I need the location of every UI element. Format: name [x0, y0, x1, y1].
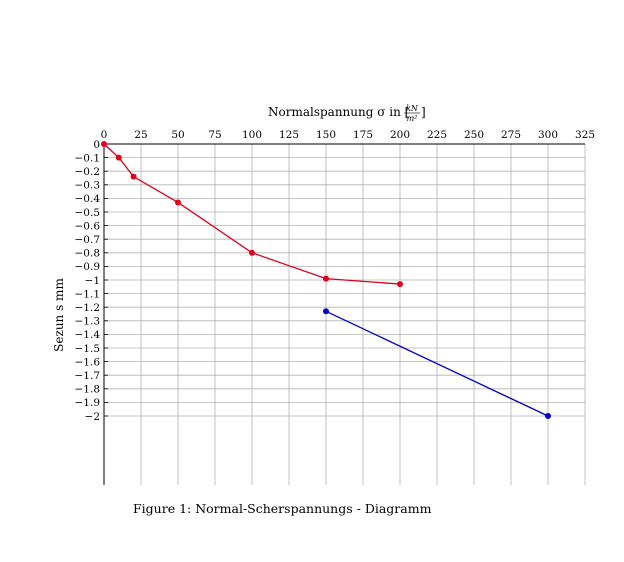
x-tick-label: 25	[134, 129, 147, 141]
x-unit-numerator: kN	[406, 104, 419, 113]
axes	[103, 143, 585, 485]
y-tick-label: 0	[93, 139, 100, 151]
data-point	[248, 249, 255, 256]
y-tick-label: −0.4	[75, 193, 101, 205]
y-tick-label: −0.9	[75, 261, 101, 273]
data-point	[115, 154, 122, 161]
y-tick-label: −2	[85, 411, 100, 423]
y-tick-label: −1.4	[75, 329, 101, 341]
data-point	[101, 140, 108, 147]
x-tick-label: 300	[538, 129, 558, 141]
y-tick-label: −1.8	[75, 384, 101, 396]
y-tick-label: −0.6	[75, 220, 101, 232]
x-tick-label: 225	[427, 129, 447, 141]
x-axis-title: Normalspannung σ in [	[268, 105, 409, 119]
y-axis-title: Sezun s mm	[52, 278, 66, 352]
y-tick-label: −1.1	[75, 288, 101, 300]
y-tick-label: −1	[85, 275, 100, 287]
x-tick-label: 0	[101, 129, 108, 141]
y-tick-label: −0.7	[75, 234, 101, 246]
data-point	[396, 281, 403, 288]
y-tick-label: −1.9	[75, 397, 101, 409]
x-tick-label: 325	[575, 129, 595, 141]
x-tick-label: 250	[464, 129, 484, 141]
x-tick-label: 100	[242, 129, 262, 141]
x-tick-labels: 0 25 50 75 100 125 150 175 200 225 250 275 300 325	[101, 129, 595, 141]
y-tick-label: −0.5	[75, 207, 101, 219]
data-point	[130, 173, 137, 180]
data-point	[174, 199, 181, 206]
data-point	[322, 275, 329, 282]
y-tick-label: −1.6	[75, 356, 101, 368]
y-tick-label: −0.1	[75, 152, 101, 164]
x-tick-label: 50	[171, 129, 184, 141]
x-tick-label: 150	[316, 129, 336, 141]
grid	[103, 143, 586, 485]
series	[101, 140, 552, 419]
y-tick-label: −1.3	[75, 316, 101, 328]
y-tick-label: −0.3	[75, 180, 101, 192]
x-tick-label: 175	[353, 129, 373, 141]
x-axis-title-text: Normalspannung σ in [	[268, 105, 409, 119]
y-tick-label: −1.2	[75, 302, 101, 314]
x-tick-label: 75	[208, 129, 221, 141]
data-point	[545, 412, 552, 419]
x-unit-denominator: m²	[407, 114, 418, 123]
y-tick-label: −0.2	[75, 166, 101, 178]
figure-caption: Figure 1: Normal-Scherspannungs - Diagra…	[133, 501, 432, 516]
data-point	[322, 308, 329, 315]
series-line	[325, 310, 549, 417]
x-tick-label: 275	[501, 129, 521, 141]
y-tick-labels: 0−0.1−0.2−0.3−0.4−0.5−0.6−0.7−0.8−0.9−1−…	[75, 139, 101, 423]
y-tick-label: −1.5	[75, 343, 101, 355]
y-tick-label: −0.8	[75, 248, 101, 260]
y-tick-label: −1.7	[75, 370, 101, 382]
x-unit-bracket: ]	[421, 105, 426, 119]
x-tick-label: 125	[279, 129, 299, 141]
x-tick-label: 200	[390, 129, 410, 141]
